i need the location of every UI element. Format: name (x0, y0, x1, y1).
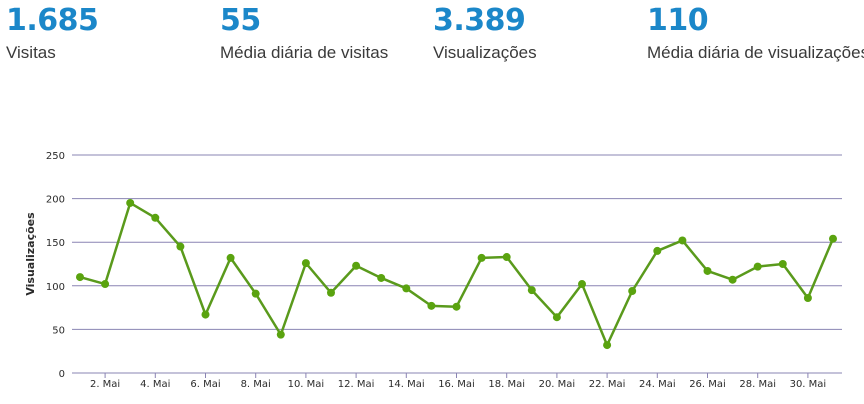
series-views (76, 198, 837, 350)
data-point[interactable] (352, 261, 361, 270)
data-point[interactable] (778, 260, 787, 268)
data-point[interactable] (176, 242, 185, 251)
data-point[interactable] (628, 287, 637, 296)
stat-value: 1.685 (6, 3, 99, 38)
y-tick-label: 0 (59, 369, 65, 380)
y-tick-label: 250 (46, 151, 65, 162)
data-point[interactable] (301, 259, 310, 268)
x-tick-label: 22. Mai (589, 379, 626, 390)
x-tick-label: 12. Mai (338, 379, 375, 390)
y-tick-label: 50 (52, 325, 65, 336)
stat-value: 110 (647, 3, 709, 38)
data-point[interactable] (603, 341, 612, 350)
data-point[interactable] (803, 294, 812, 303)
x-tick-label: 16. Mai (438, 379, 475, 390)
data-point[interactable] (101, 280, 110, 289)
stat-daily-visits: 55 Média diária de visitas (220, 0, 388, 64)
x-tick-label: 28. Mai (739, 379, 776, 390)
data-point[interactable] (502, 253, 511, 262)
stat-label: Média diária de visitas (220, 43, 389, 62)
data-point[interactable] (552, 313, 561, 322)
chart-grid (72, 154, 842, 374)
stat-value: 55 (220, 3, 261, 38)
stat-value: 3.389 (433, 3, 526, 38)
x-axis-ticks: 2. Mai 4. Mai 6. Mai 8. Mai 10. Mai 12. Mai 14… (90, 373, 826, 390)
stats-bar: 1.685 Visitas 55 Média diária de visitas… (0, 0, 864, 80)
data-point[interactable] (377, 273, 386, 282)
x-tick-label: 26. Mai (689, 379, 726, 390)
stat-label: Visualizações (433, 43, 537, 62)
data-point[interactable] (151, 213, 160, 222)
stat-label: Média diária de visualizações (647, 43, 864, 62)
data-point[interactable] (226, 253, 235, 262)
y-axis-ticks: 0 50 100 150 200 250 (46, 151, 65, 380)
stat-visits: 1.685 Visitas (6, 0, 99, 64)
data-point[interactable] (201, 310, 210, 319)
data-point[interactable] (452, 302, 461, 311)
data-point[interactable] (276, 330, 285, 339)
series-line (79, 201, 835, 347)
data-point[interactable] (427, 301, 436, 310)
x-tick-label: 14. Mai (388, 379, 425, 390)
data-point[interactable] (327, 288, 335, 297)
x-tick-label: 30. Mai (790, 379, 827, 390)
data-point[interactable] (653, 246, 662, 255)
views-line-chart: 0 50 100 150 200 250 2. Mai 4. Mai 6. Mai 8. Mai… (24, 151, 842, 390)
x-tick-label: 8. Mai (241, 379, 271, 390)
data-point[interactable] (578, 280, 586, 289)
x-tick-label: 6. Mai (190, 379, 220, 390)
data-point[interactable] (477, 253, 486, 262)
x-tick-label: 4. Mai (140, 379, 170, 390)
y-tick-label: 100 (46, 282, 65, 293)
data-point[interactable] (76, 273, 84, 282)
x-tick-label: 10. Mai (288, 379, 325, 390)
data-point[interactable] (829, 234, 837, 243)
y-tick-label: 200 (46, 195, 65, 206)
stat-label: Visitas (6, 43, 56, 62)
data-point[interactable] (251, 289, 260, 298)
data-point[interactable] (753, 262, 762, 271)
data-point[interactable] (527, 286, 536, 295)
data-point[interactable] (402, 284, 411, 293)
data-point[interactable] (126, 198, 135, 207)
x-tick-label: 20. Mai (539, 379, 576, 390)
data-point[interactable] (678, 236, 687, 245)
stat-views: 3.389 Visualizações (433, 0, 537, 64)
y-tick-label: 150 (46, 238, 65, 249)
x-tick-label: 24. Mai (639, 379, 676, 390)
x-tick-label: 18. Mai (488, 379, 525, 390)
stat-daily-views: 110 Média diária de visualizações (647, 0, 864, 64)
data-point[interactable] (728, 275, 737, 284)
y-axis-label: Visualizações (24, 212, 37, 296)
data-point[interactable] (703, 266, 712, 275)
x-tick-label: 2. Mai (90, 379, 120, 390)
